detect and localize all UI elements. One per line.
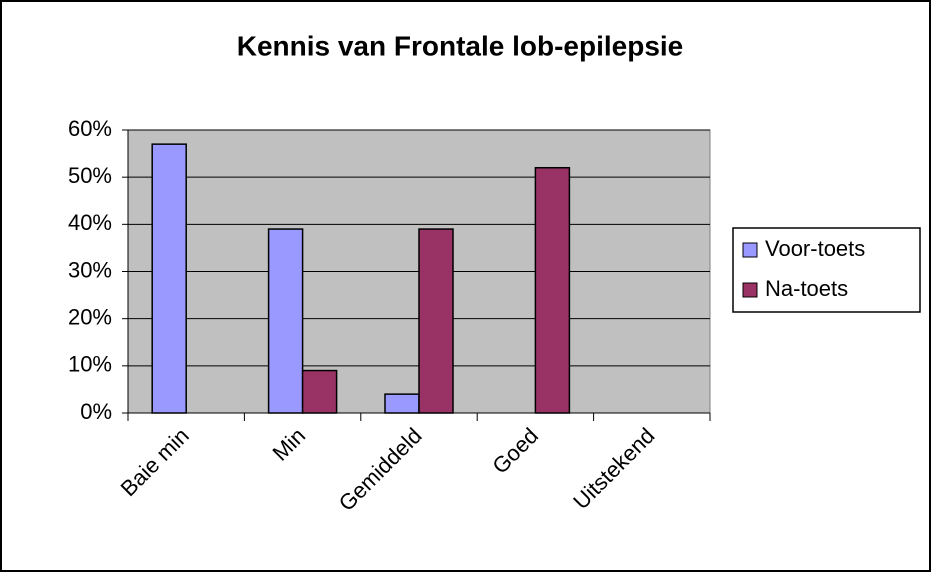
y-tick-label: 40% bbox=[68, 210, 112, 235]
y-tick-label: 10% bbox=[68, 352, 112, 377]
bar bbox=[267, 228, 304, 414]
legend-swatch bbox=[742, 242, 758, 258]
bar bbox=[151, 143, 187, 414]
bar bbox=[301, 369, 338, 414]
y-tick-label: 30% bbox=[68, 257, 112, 282]
y-tick-label: 60% bbox=[68, 116, 112, 141]
legend-label: Voor-toets bbox=[765, 236, 865, 261]
bar bbox=[534, 166, 571, 414]
y-tick-label: 20% bbox=[68, 304, 112, 329]
legend-box bbox=[732, 227, 921, 313]
bar bbox=[384, 393, 420, 414]
legend-swatch bbox=[742, 282, 758, 298]
bar bbox=[418, 228, 454, 414]
chart-title: Kennis van Frontale lob-epilepsie bbox=[237, 30, 684, 61]
y-tick-label: 50% bbox=[68, 163, 112, 188]
legend-label: Na-toets bbox=[765, 276, 848, 301]
y-tick-label: 0% bbox=[80, 399, 112, 424]
